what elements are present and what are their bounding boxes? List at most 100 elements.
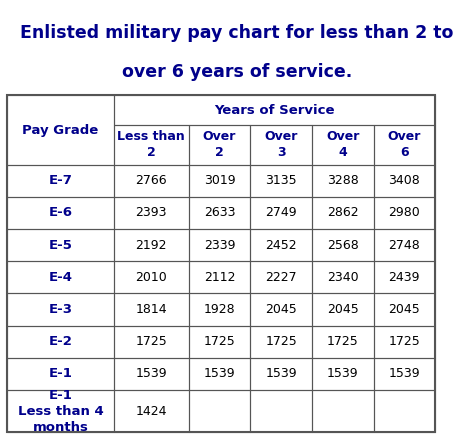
Bar [374,293,435,325]
Text: Over
4: Over 4 [326,130,359,159]
Bar [189,390,250,432]
Bar [374,358,435,390]
Text: 2045: 2045 [389,303,420,316]
Bar [250,293,312,325]
Text: E-6: E-6 [48,206,73,219]
Bar [312,325,374,358]
Text: 2045: 2045 [327,303,358,316]
Bar [250,229,312,261]
Text: 3019: 3019 [204,174,235,187]
Text: 1539: 1539 [389,367,420,380]
Bar [374,325,435,358]
Text: E-3: E-3 [48,303,73,316]
Bar [374,261,435,293]
Text: E-7: E-7 [48,174,73,187]
Text: 2010: 2010 [136,271,167,284]
Bar [7,197,114,229]
Bar [114,165,189,197]
Bar [114,358,189,390]
Bar [250,125,312,165]
Text: 3135: 3135 [265,174,297,187]
Text: 1725: 1725 [204,335,235,348]
Bar [114,229,189,261]
Text: 2749: 2749 [265,206,297,219]
Text: 1814: 1814 [136,303,167,316]
Bar [189,197,250,229]
Text: 2452: 2452 [265,239,297,251]
Bar [114,95,435,125]
Text: 1539: 1539 [265,367,297,380]
Text: 1725: 1725 [136,335,167,348]
Text: 2192: 2192 [136,239,167,251]
Text: 1539: 1539 [327,367,358,380]
Text: 1424: 1424 [136,405,167,417]
Bar [312,358,374,390]
Text: Over
3: Over 3 [264,130,298,159]
Bar [312,390,374,432]
Bar [114,325,189,358]
Bar [312,197,374,229]
Bar [189,229,250,261]
Text: 2568: 2568 [327,239,358,251]
Text: Years of Service: Years of Service [214,104,335,117]
Bar [312,125,374,165]
Text: 1928: 1928 [204,303,235,316]
Bar [250,197,312,229]
Bar [374,125,435,165]
Text: 2393: 2393 [136,206,167,219]
Text: E-5: E-5 [48,239,73,251]
Bar [374,390,435,432]
Bar [7,95,114,165]
Bar [114,293,189,325]
Bar [7,229,114,261]
Text: 2980: 2980 [389,206,420,219]
Bar [250,358,312,390]
Text: 2748: 2748 [389,239,420,251]
Bar [114,390,189,432]
Bar [312,293,374,325]
Bar [312,261,374,293]
Text: 2862: 2862 [327,206,358,219]
Text: 3288: 3288 [327,174,358,187]
Text: 1539: 1539 [204,367,235,380]
Bar [250,390,312,432]
Text: over 6 years of service.: over 6 years of service. [122,63,352,81]
Text: Enlisted military pay chart for less than 2 to: Enlisted military pay chart for less tha… [20,24,454,42]
Bar [7,165,114,197]
Text: 2340: 2340 [327,271,358,284]
Text: E-4: E-4 [48,271,73,284]
Text: Over
6: Over 6 [388,130,421,159]
Bar [189,358,250,390]
Bar [312,229,374,261]
Bar [189,165,250,197]
Bar [7,358,114,390]
Bar [250,325,312,358]
Bar [7,325,114,358]
Text: 2339: 2339 [204,239,235,251]
Text: Over
2: Over 2 [203,130,236,159]
Bar [189,125,250,165]
Bar [312,165,374,197]
Bar [374,197,435,229]
Text: Less than
2: Less than 2 [118,130,185,159]
Text: Pay Grade: Pay Grade [22,124,99,137]
Bar [374,229,435,261]
Bar [189,293,250,325]
Text: 2227: 2227 [265,271,297,284]
Text: 2766: 2766 [136,174,167,187]
Bar [189,261,250,293]
Text: 1725: 1725 [327,335,358,348]
Text: E-1: E-1 [48,367,73,380]
Bar [114,125,189,165]
Text: E-1
Less than 4
months: E-1 Less than 4 months [18,389,103,434]
Bar [7,261,114,293]
Text: 3408: 3408 [389,174,420,187]
Text: 2633: 2633 [204,206,235,219]
Bar [114,261,189,293]
Text: 2112: 2112 [204,271,235,284]
Bar [7,390,114,432]
Text: 2045: 2045 [265,303,297,316]
Text: E-2: E-2 [48,335,73,348]
Text: 2439: 2439 [389,271,420,284]
Text: 1725: 1725 [265,335,297,348]
